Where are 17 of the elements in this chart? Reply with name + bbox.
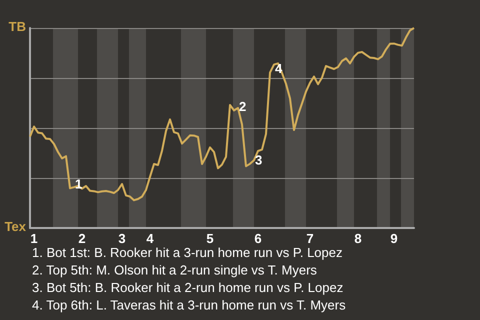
x-tick-label: 5 [206, 231, 214, 246]
x-tick-label: 3 [118, 231, 126, 246]
text: 3. Bot 5th: B. Rooker hit a 2-run home run vs P. Lopez [32, 280, 344, 295]
x-tick-label: 2 [78, 231, 86, 246]
text: TB [8, 19, 26, 34]
annotation: 2 [239, 98, 246, 114]
x-tick-label: 4 [146, 231, 154, 246]
x-tick-label: 7 [306, 231, 314, 246]
text: Tex [4, 219, 27, 234]
text: 2. Top 5th: M. Olson hit a 2-run single vs T. Myers [32, 262, 318, 278]
x-tick-label: 6 [254, 231, 262, 246]
text: 1. Bot 1st: B. Rooker hit a 3-run home run vs P. Lopez [32, 245, 342, 260]
x-tick-label: 8 [354, 231, 362, 246]
text: 4. Top 6th: L. Taveras hit a 3-run home run vs T. Myers [32, 298, 346, 312]
annotation: 3 [255, 152, 262, 168]
x-tick-label: 1 [30, 231, 38, 246]
x-tick-label: 9 [390, 231, 398, 246]
